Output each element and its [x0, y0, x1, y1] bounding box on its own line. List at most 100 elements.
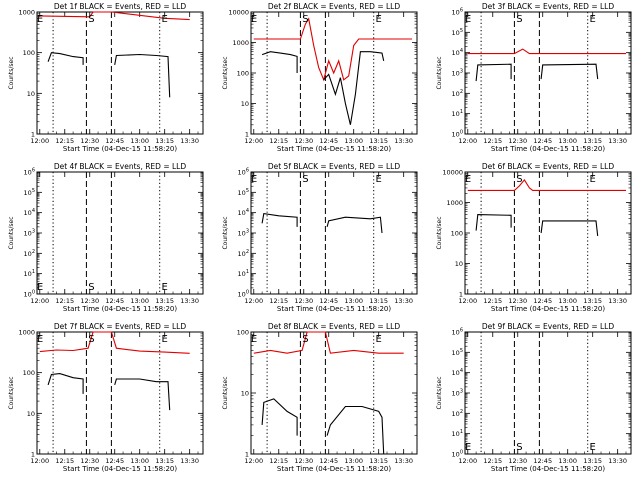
x-tick-label: 12:45	[319, 457, 338, 465]
x-tick-label: 13:15	[155, 297, 174, 305]
y-tick-label: 101	[238, 269, 249, 278]
x-tick-label: 12:30	[80, 457, 99, 465]
y-axis-label: Counts/sec	[222, 216, 229, 249]
x-tick-label: 12:00	[458, 297, 477, 305]
x-tick-label: 13:30	[394, 137, 413, 145]
x-axis-label: Start Time (04-Dec-15 11:58:20)	[63, 305, 177, 313]
panel-title: Det 2f BLACK = Events, RED = LLD	[268, 2, 401, 11]
event-marker: S	[302, 14, 308, 25]
event-marker: E	[251, 334, 257, 345]
x-axis-label: Start Time (04-Dec-15 11:58:20)	[277, 465, 391, 473]
lld-series	[467, 48, 626, 55]
events-series	[326, 216, 383, 234]
x-tick-label: 13:15	[369, 297, 388, 305]
panel-title: Det 8f BLACK = Events, RED = LLD	[268, 322, 401, 331]
x-tick-label: 12:00	[458, 457, 477, 465]
y-tick-label: 102	[24, 249, 35, 258]
y-axis-label: Counts/sec	[222, 376, 229, 409]
y-tick-label: 102	[452, 89, 463, 98]
plot-frame	[464, 331, 632, 455]
event-marker: E	[590, 442, 596, 453]
y-tick-label: 106	[452, 328, 463, 337]
y-axis-label: Counts/sec	[436, 376, 443, 409]
x-tick-label: 12:15	[55, 137, 74, 145]
x-tick-label: 12:45	[319, 137, 338, 145]
events-series	[323, 51, 385, 125]
y-tick-label: 106	[24, 168, 35, 177]
event-marker: S	[516, 442, 522, 453]
plot-frame	[464, 11, 632, 135]
x-tick-label: 12:30	[80, 137, 99, 145]
y-axis-label: Counts/sec	[8, 216, 15, 249]
x-tick-label: 12:30	[294, 457, 313, 465]
x-tick-label: 12:15	[483, 137, 502, 145]
x-axis-label: Start Time (04-Dec-15 11:58:20)	[491, 465, 605, 473]
y-axis-label: Counts/sec	[8, 376, 15, 409]
lld-series	[39, 331, 190, 354]
x-tick-label: 12:45	[105, 137, 124, 145]
y-tick-label: 105	[24, 188, 35, 197]
x-axis-label: Start Time (04-Dec-15 11:58:20)	[491, 145, 605, 153]
x-tick-label: 13:15	[369, 457, 388, 465]
events-series	[540, 63, 599, 80]
x-axis-label: Start Time (04-Dec-15 11:58:20)	[491, 305, 605, 313]
event-marker: E	[376, 174, 382, 185]
plot-frame	[36, 171, 204, 295]
x-axis-label: Start Time (04-Dec-15 11:58:20)	[277, 305, 391, 313]
lld-series	[253, 331, 404, 354]
event-marker: E	[37, 282, 43, 293]
events-series	[540, 220, 599, 237]
x-tick-label: 13:30	[608, 137, 627, 145]
x-tick-label: 13:00	[130, 297, 149, 305]
plot-frame	[36, 331, 204, 455]
event-marker: E	[376, 334, 382, 345]
events-series	[47, 52, 84, 65]
x-axis-label: Start Time (04-Dec-15 11:58:20)	[63, 145, 177, 153]
x-tick-label: 12:30	[80, 297, 99, 305]
x-tick-label: 13:00	[344, 457, 363, 465]
y-tick-label: 101	[452, 109, 463, 118]
y-tick-label: 102	[238, 249, 249, 258]
x-tick-label: 13:30	[180, 137, 199, 145]
detector-panel: Det 3f BLACK = Events, RED = LLD 100 101 10…	[436, 2, 632, 153]
plot-frame	[250, 171, 418, 295]
detector-panel: Det 6f BLACK = Events, RED = LLD 1 10 100 10…	[436, 162, 632, 313]
y-tick-label: 103	[238, 229, 249, 238]
x-tick-label: 13:15	[155, 457, 174, 465]
y-tick-label: 105	[452, 348, 463, 357]
y-tick-label: 101	[452, 429, 463, 438]
x-tick-label: 13:00	[344, 297, 363, 305]
event-marker: E	[37, 334, 43, 345]
lld-series	[253, 17, 412, 82]
x-tick-label: 13:30	[608, 297, 627, 305]
event-marker: S	[302, 334, 308, 345]
events-series	[475, 214, 512, 231]
x-tick-label: 13:00	[558, 137, 577, 145]
x-tick-label: 12:30	[508, 297, 527, 305]
y-tick-label: 10	[241, 100, 249, 108]
y-axis-label: Counts/sec	[222, 56, 229, 89]
y-tick-label: 100	[451, 230, 463, 238]
event-marker: S	[88, 282, 94, 293]
y-tick-label: 100	[238, 290, 249, 299]
y-tick-label: 10	[27, 410, 35, 418]
y-tick-label: 104	[238, 208, 249, 217]
x-tick-label: 12:45	[105, 457, 124, 465]
x-tick-label: 13:30	[394, 457, 413, 465]
y-tick-label: 100	[452, 450, 463, 459]
y-tick-label: 105	[452, 28, 463, 37]
y-tick-label: 106	[238, 168, 249, 177]
y-tick-label: 100	[23, 369, 35, 377]
event-marker: E	[162, 334, 168, 345]
event-marker: E	[251, 14, 257, 25]
x-tick-label: 13:15	[155, 137, 174, 145]
y-tick-label: 100	[24, 290, 35, 299]
y-tick-label: 102	[452, 409, 463, 418]
y-tick-label: 1000	[18, 9, 35, 17]
detector-panel: Det 9f BLACK = Events, RED = LLD 100 101 10…	[436, 322, 632, 473]
x-tick-label: 13:30	[180, 297, 199, 305]
x-tick-label: 13:00	[130, 137, 149, 145]
y-tick-label: 1	[31, 131, 35, 139]
detector-panel: Det 5f BLACK = Events, RED = LLD 100 101 10…	[222, 162, 418, 313]
